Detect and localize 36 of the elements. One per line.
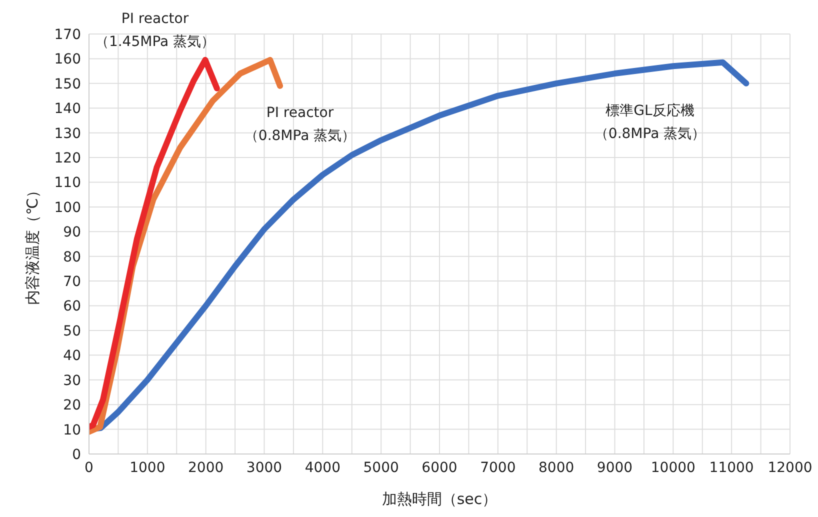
annotation: PI reactor（0.8MPa 蒸気）	[244, 105, 356, 144]
y-tick-label: 150	[54, 76, 81, 92]
y-tick-label: 90	[63, 224, 81, 241]
y-tick-label: 160	[54, 52, 81, 68]
y-tick-label: 100	[54, 200, 81, 216]
y-tick-label: 130	[54, 126, 81, 142]
x-tick-label: 10000	[650, 460, 696, 476]
x-tick-label: 7000	[480, 460, 516, 476]
x-tick-label: 12000	[768, 460, 812, 476]
x-tick-label: 9000	[596, 460, 633, 476]
x-tick-label: 0	[84, 460, 94, 476]
y-tick-label: 40	[63, 348, 81, 364]
x-tick-label: 2000	[188, 460, 224, 476]
annotation: PI reactor（1.45MPa 蒸気）	[94, 11, 216, 50]
y-tick-label: 170	[54, 26, 81, 43]
x-tick-label: 1000	[130, 460, 166, 476]
y-tick-label: 50	[63, 323, 81, 340]
y-tick-label: 120	[54, 150, 81, 166]
y-tick-label: 20	[63, 398, 81, 414]
x-tick-label: 8000	[538, 460, 574, 476]
y-tick-label: 70	[63, 274, 81, 290]
x-tick-label: 6000	[422, 460, 458, 476]
y-tick-label: 10	[63, 422, 81, 438]
annotation: 標準GL反応機（0.8MPa 蒸気）	[594, 103, 706, 142]
y-tick-label: 30	[63, 372, 81, 389]
x-tick-label: 3000	[246, 460, 282, 476]
y-tick-label: 110	[54, 175, 81, 192]
y-tick-label: 140	[54, 101, 81, 118]
x-axis-title: 加熱時間（sec）	[382, 490, 498, 508]
x-tick-label: 11000	[709, 460, 754, 476]
y-tick-label: 0	[72, 446, 81, 463]
y-axis-title: 内容液温度（℃）	[23, 183, 42, 305]
x-tick-label: 5000	[363, 460, 399, 476]
y-tick-label: 60	[63, 298, 81, 315]
y-tick-label: 80	[63, 249, 81, 266]
x-tick-label: 4000	[304, 460, 340, 476]
